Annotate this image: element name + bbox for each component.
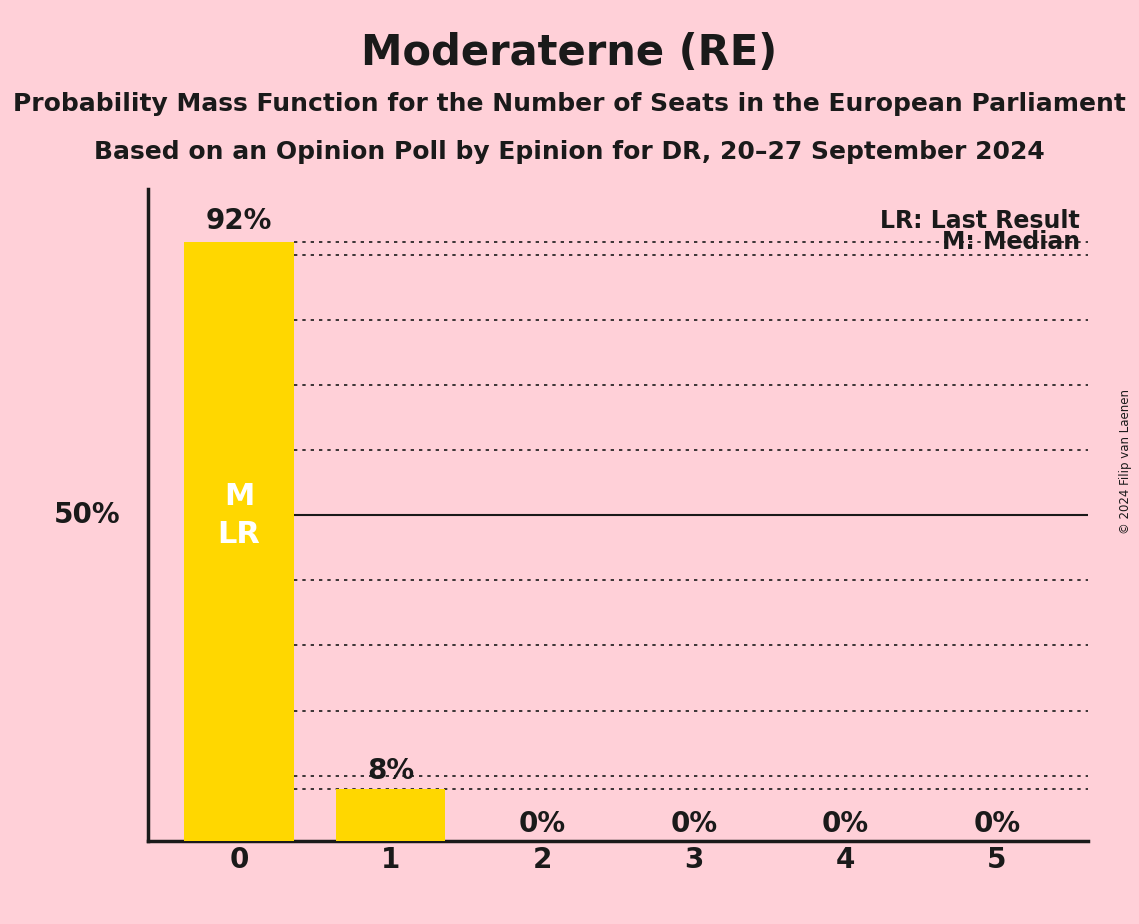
Text: M
LR: M LR (218, 481, 261, 549)
Text: Probability Mass Function for the Number of Seats in the European Parliament: Probability Mass Function for the Number… (13, 92, 1126, 116)
Text: LR: Last Result: LR: Last Result (880, 209, 1080, 233)
Text: M: Median: M: Median (942, 229, 1080, 253)
Text: 8%: 8% (367, 758, 415, 785)
Bar (336, 789, 445, 841)
Text: © 2024 Filip van Laenen: © 2024 Filip van Laenen (1118, 390, 1132, 534)
Text: 0%: 0% (518, 809, 566, 837)
Text: 0%: 0% (821, 809, 869, 837)
Bar (185, 241, 294, 841)
Text: Based on an Opinion Poll by Epinion for DR, 20–27 September 2024: Based on an Opinion Poll by Epinion for … (95, 140, 1044, 164)
Text: 92%: 92% (206, 207, 272, 235)
Text: 50%: 50% (55, 501, 121, 529)
Text: 0%: 0% (670, 809, 718, 837)
Text: 0%: 0% (973, 809, 1021, 837)
Text: Moderaterne (RE): Moderaterne (RE) (361, 32, 778, 74)
